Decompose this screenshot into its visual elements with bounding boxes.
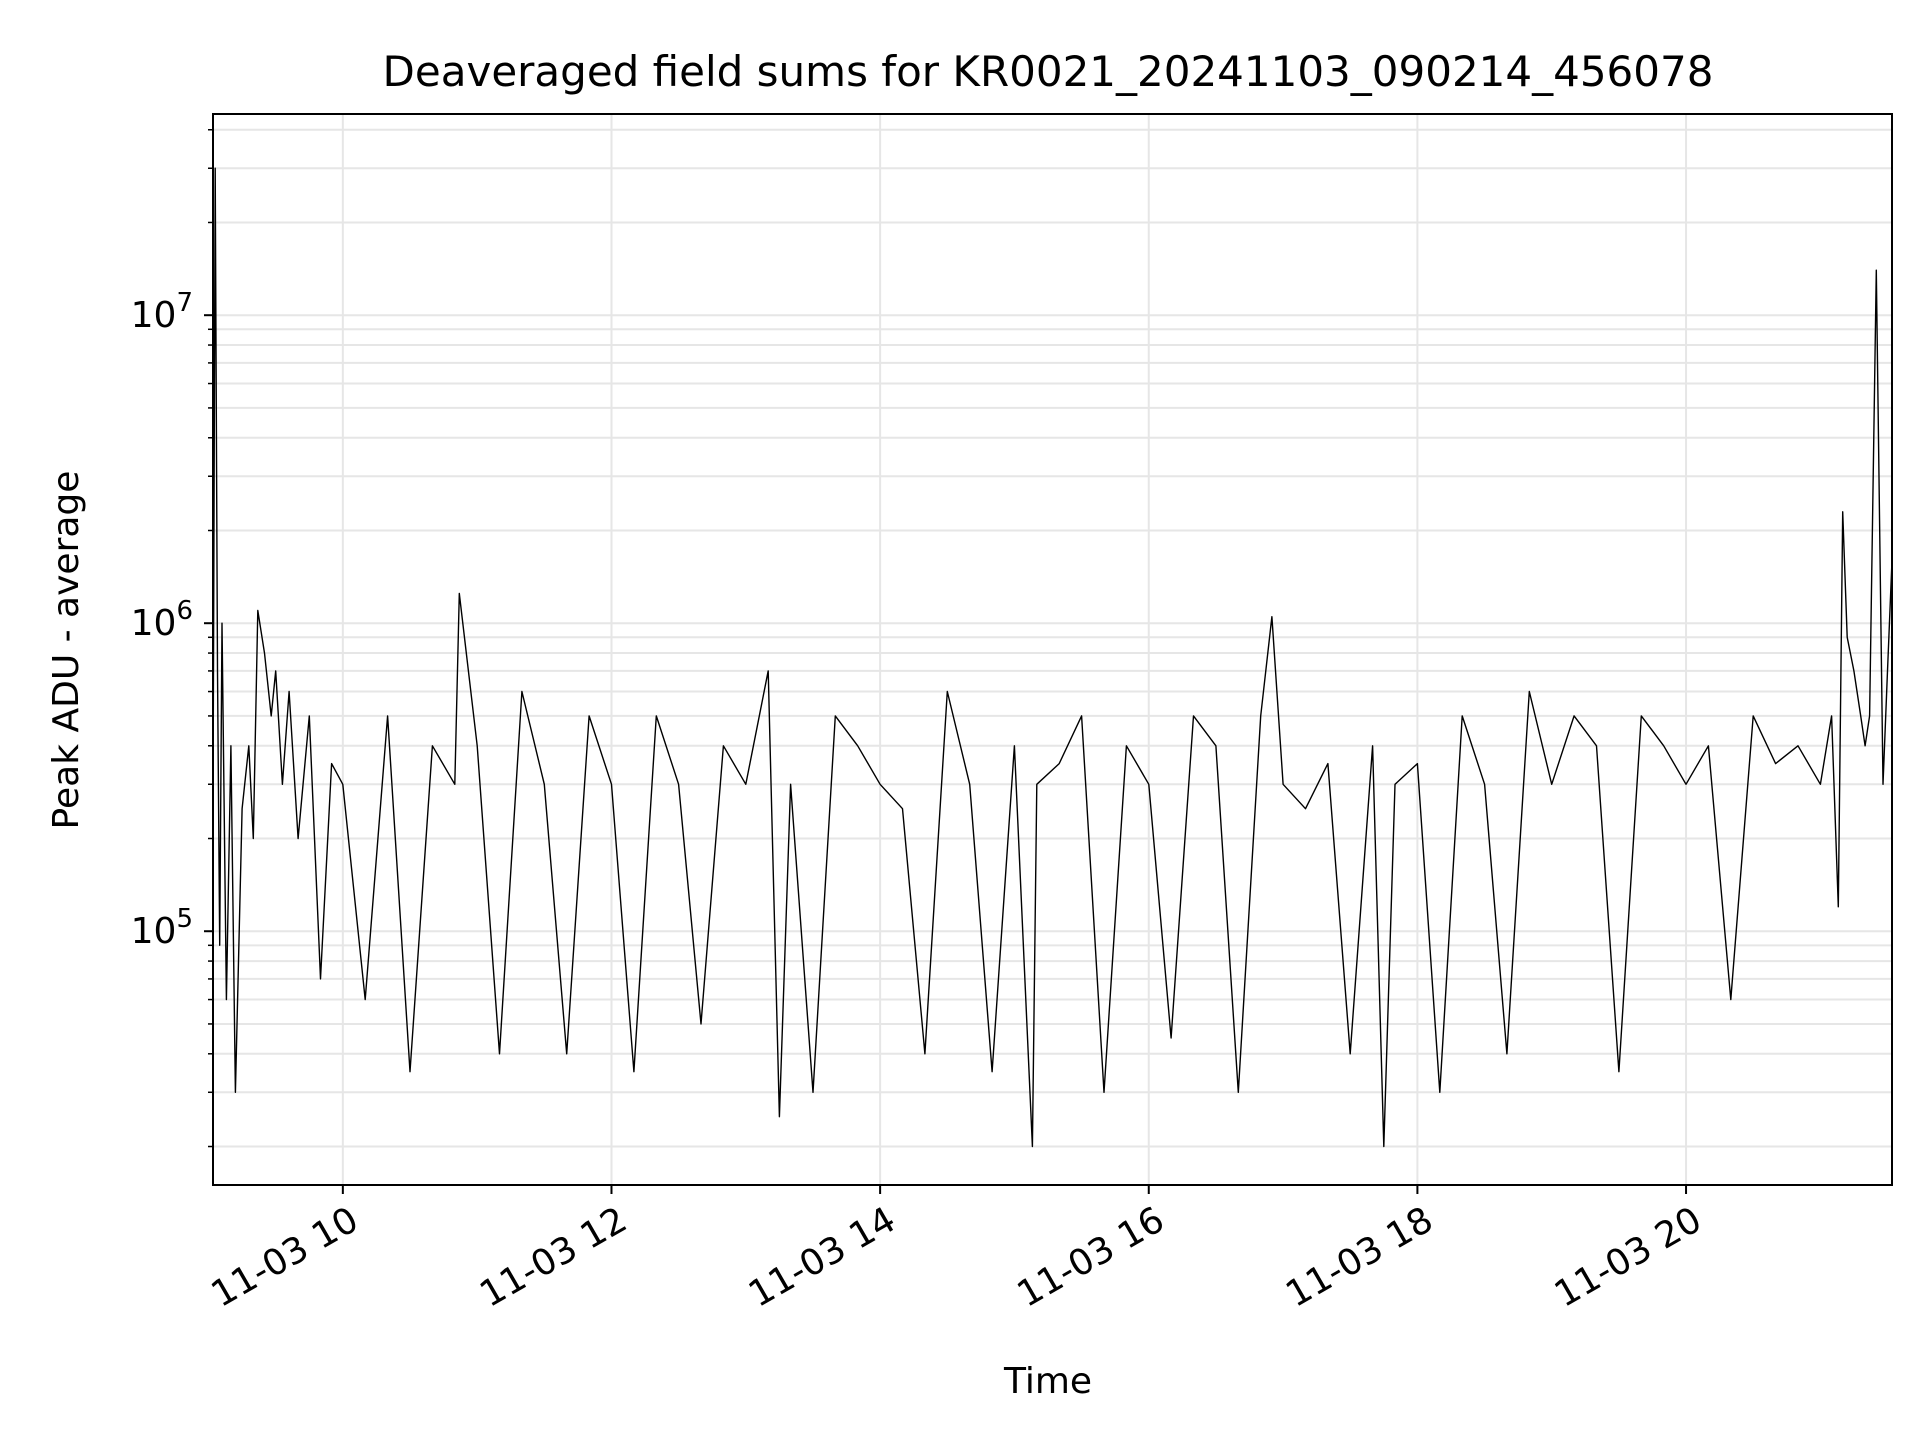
- y-tick-label: 105: [131, 904, 193, 952]
- series-line-group: [212, 167, 1893, 1148]
- x-axis-label: Time: [1003, 1361, 1092, 1402]
- y-axis-label: Peak ADU - average: [46, 471, 87, 830]
- plot-frame: [212, 113, 1893, 1186]
- chart-title: Deaveraged field sums for KR0021_2024110…: [383, 47, 1714, 96]
- y-axis-ticks: 105 106 107: [131, 129, 213, 1148]
- series-line: [212, 167, 1893, 1148]
- y-tick-label: 107: [131, 288, 193, 336]
- y-tick-label: 106: [131, 596, 193, 644]
- grid: [213, 114, 1892, 1185]
